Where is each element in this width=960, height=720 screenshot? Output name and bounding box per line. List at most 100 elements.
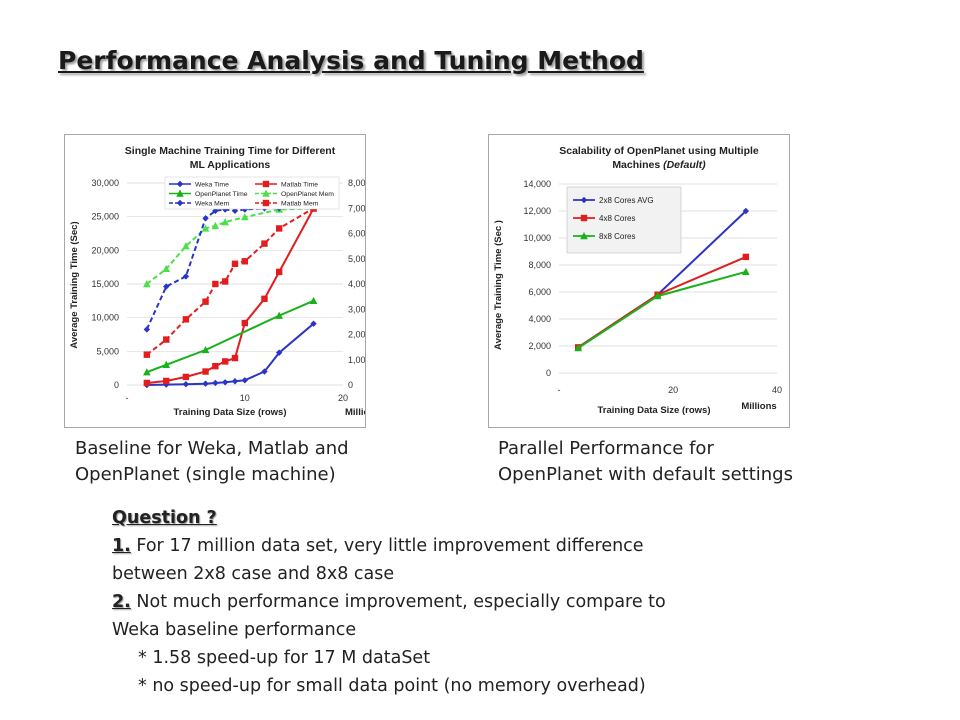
chart2-x-tick-label: 20 <box>668 385 678 395</box>
chart1-y2-tick-label: 4,000 <box>348 279 365 289</box>
chart1-x-tick-label: 20 <box>338 393 348 403</box>
chart2-y-axis-label: Average Training Time (Sec ) <box>493 220 504 350</box>
chart2-x-axis-unit: Millions <box>741 401 776 412</box>
single-machine-chart-svg: Single Machine Training Time for Differe… <box>69 145 365 418</box>
chart1-y-tick-label: 15,000 <box>91 279 119 289</box>
question-2-line1: 2. Not much performance improvement, esp… <box>112 588 792 616</box>
speedup-note: * 1.58 speed-up for 17 M dataSet <box>138 648 431 668</box>
chart1-legend-label: OpenPlanet Time <box>195 191 248 198</box>
chart1-point-matlab-mem <box>212 280 219 288</box>
chart1-point-weka-mem <box>231 207 239 214</box>
chart1-point-openplanet-mem <box>182 242 190 250</box>
chart1-series-weka-mem <box>143 205 317 333</box>
chart1-legend-marker <box>262 180 270 188</box>
chart1-point-openplanet-time <box>309 296 318 305</box>
chart2-title-machines: Machines <box>612 159 663 171</box>
chart1-point-matlab-mem <box>143 351 151 358</box>
chart1-point-matlab-mem <box>221 278 229 285</box>
chart2-line-4x8-cores <box>577 255 747 349</box>
chart1-point-matlab-mem <box>202 298 209 305</box>
chart1-legend-label: OpenPlanet Mem <box>281 191 334 198</box>
chart1-point-openplanet-time <box>162 360 171 368</box>
chart2-point-4x8-cores <box>742 253 750 261</box>
question-2-text: Not much performance improvement, especi… <box>136 592 666 612</box>
chart1-series-matlab-time <box>143 205 317 387</box>
chart2-legend-marker <box>580 196 588 204</box>
chart1-point-weka-mem <box>163 283 170 290</box>
baseline-caption: Baseline for Weka, Matlab and OpenPlanet… <box>75 436 405 488</box>
chart1-legend-label: Matlab Mem <box>281 201 319 208</box>
chart1-y-tick-label: 0 <box>114 380 119 390</box>
chart1-point-matlab-mem <box>182 316 190 323</box>
chart1-y-tick-label: 10,000 <box>91 313 119 323</box>
chart2-legend-label: 4x8 Cores <box>599 214 635 223</box>
chart1-point-matlab-mem <box>275 225 283 232</box>
chart1-series-openplanet-mem <box>143 204 318 288</box>
chart2-legend-marker <box>580 232 588 240</box>
chart1-line-openplanet-time <box>146 299 314 374</box>
memory-note: * no speed-up for small data point (no m… <box>138 676 646 696</box>
chart1-point-matlab-mem <box>231 260 239 267</box>
question-heading: Question ? <box>112 508 217 528</box>
chart1-point-openplanet-mem <box>221 218 229 226</box>
question-2-line2: Weka baseline performance <box>112 620 357 640</box>
chart2-x-tick-label: - <box>558 385 561 395</box>
question-2-number: 2. <box>112 592 131 612</box>
chart1-line-openplanet-mem <box>146 207 314 285</box>
chart1-point-openplanet-time <box>201 345 210 354</box>
chart1-point-matlab-time <box>163 377 170 385</box>
chart1-point-matlab-time <box>143 379 151 387</box>
chart1-point-matlab-time <box>231 354 239 362</box>
chart1-legend-marker <box>176 189 184 197</box>
baseline-caption-line2: OpenPlanet (single machine) <box>75 464 336 485</box>
chart2-y-tick-label: 10,000 <box>523 233 551 243</box>
chart1-y2-tick-label: 7,000 <box>348 203 365 213</box>
chart1-point-matlab-time <box>261 295 268 303</box>
chart1-point-weka-mem <box>182 273 190 280</box>
chart1-point-weka-time <box>241 377 249 384</box>
chart1-y-tick-label: 30,000 <box>91 178 119 188</box>
chart1-point-weka-time <box>182 380 190 388</box>
chart2-point-8x8-cores <box>742 267 750 275</box>
question-1-line2: between 2x8 case and 8x8 case <box>112 564 395 584</box>
chart1-point-matlab-mem <box>261 240 268 247</box>
chart2-line-8x8-cores <box>577 270 747 349</box>
chart2-x-axis-label: Training Data Size (rows) <box>598 405 711 416</box>
chart2-legend: 2x8 Cores AVG 4x8 Cores 8x8 Cores <box>566 186 682 254</box>
chart2-title-line2: Machines (Default) <box>612 159 706 171</box>
chart1-y2-tick-label: 8,000 <box>348 178 365 188</box>
chart1-x-tick-label: 10 <box>240 393 250 403</box>
chart1-point-openplanet-mem <box>162 264 171 273</box>
chart1-point-weka-mem <box>143 326 151 333</box>
chart1-y2-tick-label: 6,000 <box>348 229 365 239</box>
chart1-y-tick-label: 20,000 <box>91 245 119 255</box>
chart1-y-tick-label: 25,000 <box>91 212 119 222</box>
chart1-y2-tick-label: 5,000 <box>348 254 365 264</box>
chart1-legend-label: Matlab Time <box>281 182 318 189</box>
baseline-caption-line1: Baseline for Weka, Matlab and <box>75 438 349 459</box>
chart1-point-matlab-time <box>221 358 229 365</box>
chart1-legend-marker <box>262 189 270 197</box>
chart1-legend-marker <box>262 199 270 207</box>
chart2-y-tick-label: 2,000 <box>528 341 551 351</box>
chart2-y-tick-label: 4,000 <box>528 314 551 324</box>
chart1-point-openplanet-time <box>143 368 151 376</box>
scalability-chart: Scalability of OpenPlanet using Multiple… <box>488 134 790 428</box>
chart1-point-matlab-time <box>275 268 283 276</box>
chart1-line-matlab-mem <box>146 207 315 356</box>
chart1-y2-tick-label: 2,000 <box>348 330 365 340</box>
chart1-legend-label: Weka Time <box>195 182 229 189</box>
chart1-y-tick-label: 5,000 <box>96 346 119 356</box>
single-machine-chart: Single Machine Training Time for Differe… <box>64 134 366 428</box>
parallel-caption-line1: Parallel Performance for <box>498 438 714 459</box>
chart1-point-matlab-time <box>212 362 219 370</box>
chart1-point-openplanet-mem <box>201 224 210 232</box>
chart1-title-line2: ML Applications <box>190 159 271 171</box>
chart2-point-8x8-cores <box>653 292 662 300</box>
chart1-y-axis-label: Average Training Time (Sec) <box>69 221 80 348</box>
chart1-point-weka-time <box>275 349 283 356</box>
scalability-chart-svg: Scalability of OpenPlanet using Multiple… <box>493 145 782 416</box>
chart1-point-matlab-time <box>202 368 209 375</box>
chart1-point-weka-time <box>202 380 209 387</box>
chart1-point-weka-time <box>231 378 239 385</box>
